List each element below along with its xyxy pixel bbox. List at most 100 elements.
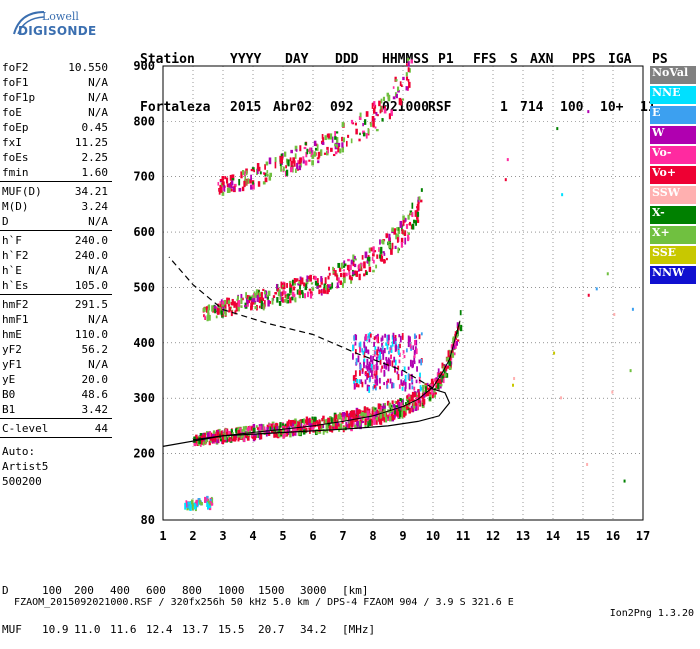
param-name: foF2 <box>2 61 29 74</box>
echo-point <box>281 423 285 426</box>
param-value: N/A <box>88 358 108 371</box>
echo-point <box>439 383 443 387</box>
param-value: 44 <box>94 422 108 435</box>
echo-point <box>373 411 376 415</box>
echo-point <box>341 136 344 142</box>
echo-point <box>290 420 293 426</box>
echo-point <box>240 171 243 179</box>
echo-point <box>297 283 300 286</box>
echo-point <box>286 282 288 288</box>
echo-point <box>251 295 254 299</box>
echo-point <box>298 281 301 285</box>
param-row: hmF1 N/A <box>0 312 112 327</box>
echo-point <box>355 416 359 423</box>
echo-point <box>355 128 358 135</box>
echo-point <box>291 279 295 286</box>
spread-echo-point <box>378 377 381 384</box>
echo-point <box>309 291 312 294</box>
echo-point <box>365 111 369 117</box>
echo-point <box>284 423 288 429</box>
echo-point <box>227 310 231 313</box>
header-label-5: P1 <box>438 52 454 67</box>
echo-point <box>223 184 226 192</box>
echo-point <box>451 350 454 357</box>
spread-echo-point <box>375 386 377 391</box>
echo-point <box>273 427 275 432</box>
echo-point <box>256 295 259 302</box>
echo-point <box>218 190 221 195</box>
echo-point <box>391 400 394 405</box>
spread-echo-point <box>409 343 412 349</box>
echo-point <box>375 264 378 269</box>
echo-point <box>326 287 329 295</box>
echo-point <box>330 426 333 431</box>
echo-point <box>227 185 230 188</box>
echo-point <box>379 239 381 245</box>
echo-point <box>389 408 392 414</box>
echo-point <box>385 257 388 261</box>
echo-point <box>209 440 212 443</box>
echo-point <box>366 410 370 417</box>
echo-point <box>350 420 354 427</box>
echo-point <box>392 404 396 408</box>
spread-echo-point <box>385 363 388 370</box>
echo-point <box>375 128 379 132</box>
echo-point <box>337 262 341 268</box>
echo-point <box>359 423 362 430</box>
echo-point <box>372 415 375 419</box>
echo-point <box>396 234 400 238</box>
noise-point <box>623 479 626 483</box>
header-value-2: Abr02 <box>273 100 313 115</box>
echo-point <box>324 288 327 294</box>
param-row: C-level 44 <box>0 421 112 436</box>
echo-point <box>199 433 203 437</box>
echo-point <box>263 291 267 295</box>
echo-point <box>402 219 405 226</box>
noise-point <box>587 110 590 114</box>
echo-point <box>322 428 325 435</box>
echo-point <box>311 160 314 166</box>
spread-echo-point <box>382 350 385 356</box>
echo-point <box>371 411 374 416</box>
spread-echo-point <box>377 353 380 359</box>
echo-point <box>193 503 197 510</box>
echo-point <box>378 247 380 252</box>
echo-point <box>221 186 224 191</box>
param-row: foF1p N/A <box>0 90 112 105</box>
echo-point <box>337 142 341 147</box>
header-value-9: 10+ <box>600 100 624 115</box>
spread-echo-point <box>388 334 390 341</box>
param-name: M(D) <box>2 200 29 213</box>
param-name: h`Es <box>2 279 29 292</box>
spread-echo-point <box>373 384 376 389</box>
echo-point <box>304 283 308 291</box>
echo-point <box>204 315 206 320</box>
echo-point <box>263 426 266 434</box>
spread-echo-point <box>372 385 375 390</box>
echo-point <box>379 412 383 419</box>
echo-point <box>386 418 389 422</box>
echo-point <box>324 135 327 141</box>
ionospheric-parameters-panel: foF2 10.550 foF1 N/A foF1p N/A foE N/A foEp 0.45 f… <box>0 60 112 489</box>
echo-point <box>275 283 278 290</box>
spread-echo-point <box>365 365 368 369</box>
echo-point <box>400 242 403 248</box>
echo-point <box>431 378 434 383</box>
echo-point <box>417 392 421 398</box>
echo-point <box>258 305 261 309</box>
echo-point <box>316 278 319 285</box>
echo-point <box>320 425 323 431</box>
echo-point <box>293 293 296 298</box>
echo-point <box>242 426 245 431</box>
echo-point <box>337 414 340 420</box>
echo-point <box>325 420 329 424</box>
echo-point <box>396 407 399 415</box>
echo-point <box>381 406 384 410</box>
spread-echo-point <box>371 375 374 379</box>
echo-point <box>322 137 325 145</box>
echo-point <box>454 338 457 345</box>
echo-point <box>456 322 459 329</box>
spread-echo-point <box>352 344 354 352</box>
legend-item-vo-: Vo+ <box>650 166 696 184</box>
echo-point <box>300 290 304 295</box>
